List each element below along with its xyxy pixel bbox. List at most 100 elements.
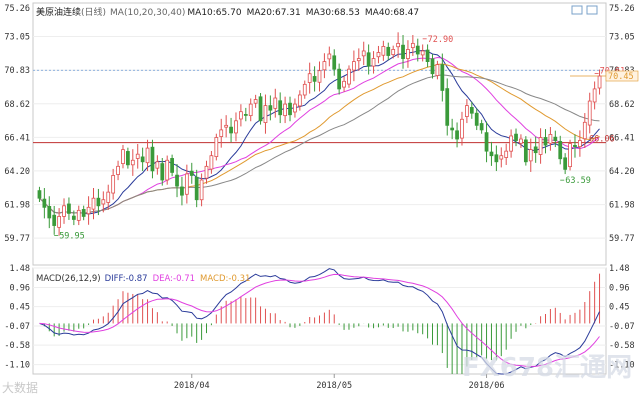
candle-body xyxy=(538,137,543,155)
diff-value: DIFF:-0.87 xyxy=(105,274,148,284)
macd-tick-left: -0.58 xyxy=(4,341,30,351)
price-panel-frame xyxy=(32,2,607,266)
instrument-title: 美原油连续 xyxy=(36,6,81,18)
candle-body xyxy=(484,132,489,152)
candle-body xyxy=(548,134,553,144)
macd-grid xyxy=(33,267,606,366)
support-level-label: 66.06 xyxy=(589,135,615,145)
candle-body xyxy=(165,159,170,181)
price-tick-left: 59.77 xyxy=(4,234,30,244)
candle-body xyxy=(312,76,317,82)
candle-body xyxy=(106,191,111,203)
candle-body xyxy=(224,124,229,128)
price-tick-left: 73.05 xyxy=(4,33,30,43)
macd-tick-left: -0.07 xyxy=(4,322,30,332)
price-tick-right: 61.98 xyxy=(609,201,635,211)
candle-body xyxy=(194,176,199,201)
low-start-label: 59.95 xyxy=(59,231,85,241)
candle-body xyxy=(76,209,81,221)
candle-body xyxy=(445,88,450,126)
candle-body xyxy=(170,158,174,173)
ma10-line xyxy=(39,49,600,215)
macd-tick-right: -0.58 xyxy=(609,341,635,351)
candle-body xyxy=(499,155,504,160)
date-label: 2018/05 xyxy=(316,381,352,391)
candle-body xyxy=(111,175,116,194)
candle-body xyxy=(278,100,283,116)
candle-body xyxy=(135,153,140,159)
candle-body xyxy=(460,118,464,139)
candle-body xyxy=(145,147,150,164)
candle-body xyxy=(121,149,125,165)
macd-tick-right: 0.45 xyxy=(609,303,629,313)
price-tick-right: 66.41 xyxy=(609,133,635,143)
date-axis: 2018/04 2018/05 2018/06 xyxy=(174,374,505,391)
candle-body xyxy=(347,68,351,85)
candle-body xyxy=(504,150,509,158)
candle-body xyxy=(528,149,533,162)
macd-tick-right: -0.07 xyxy=(609,322,635,332)
candle-body xyxy=(248,103,253,117)
date-label: 2018/06 xyxy=(469,381,505,391)
candle-body xyxy=(322,61,327,71)
ma-label: MA(10,20,30,40) xyxy=(110,8,185,18)
price-tick-right: 59.77 xyxy=(609,234,635,244)
candle-body xyxy=(288,102,292,116)
candle-body xyxy=(450,127,455,131)
settings-icon[interactable] xyxy=(586,5,598,15)
price-tick-right: 64.20 xyxy=(609,167,635,177)
dea-line xyxy=(39,273,600,367)
candle-body xyxy=(356,58,361,62)
ma10-value: MA10:65.70 xyxy=(187,8,241,18)
moving-averages xyxy=(39,49,600,215)
candle-body xyxy=(381,46,386,56)
low-recent-label: 63.59 xyxy=(565,176,591,186)
candle-body xyxy=(302,83,307,96)
candle-body xyxy=(376,52,381,58)
candle-body xyxy=(253,99,258,104)
candle-body xyxy=(494,154,499,163)
candle-body xyxy=(327,53,332,60)
candle-body xyxy=(514,133,518,141)
candle-body xyxy=(239,111,243,120)
macd-panel: 1.48 1.48 0.96 0.96 0.45 0.45 -0.07 -0.07 -0.58 -… xyxy=(4,264,635,375)
candle-body xyxy=(479,123,484,131)
candle-body xyxy=(435,64,440,76)
candlesticks xyxy=(37,32,602,236)
candle-body xyxy=(214,137,219,158)
candle-body xyxy=(155,161,160,169)
candle-body xyxy=(553,136,558,141)
price-axis: 75.2675.2673.0573.0570.8370.8368.6268.62… xyxy=(4,4,634,244)
price-tick-right: 73.05 xyxy=(609,33,635,43)
candle-body xyxy=(465,105,469,117)
candle-body xyxy=(307,73,312,83)
candle-body xyxy=(317,70,322,83)
candle-body xyxy=(234,120,238,134)
watermark-left: 大数据 xyxy=(2,380,38,395)
candle-body xyxy=(199,179,204,201)
watermark-right: FX678汇通网 xyxy=(462,353,632,383)
candle-body xyxy=(509,135,513,152)
candle-body xyxy=(568,143,572,168)
candle-body xyxy=(352,61,356,71)
candle-body xyxy=(184,173,189,195)
candle-body xyxy=(410,42,415,49)
candle-body xyxy=(342,80,346,88)
price-tick-left: 64.20 xyxy=(4,167,30,177)
chart-header: 美原油连续(日线) MA(10,20,30,40) MA10:65.70 MA20:6… xyxy=(36,6,419,18)
candle-body xyxy=(42,198,47,208)
date-label: 2018/04 xyxy=(174,381,210,391)
ma20-value: MA20:67.31 xyxy=(247,8,301,18)
candle-body xyxy=(474,112,479,126)
candle-body xyxy=(126,151,130,166)
window-icon[interactable] xyxy=(571,5,583,15)
candle-body xyxy=(130,159,135,166)
macd-lines xyxy=(39,268,600,375)
candle-body xyxy=(258,96,263,122)
candle-body xyxy=(283,103,287,117)
candle-body xyxy=(273,97,278,109)
candle-body xyxy=(52,214,57,226)
last-price-tag xyxy=(605,70,639,82)
